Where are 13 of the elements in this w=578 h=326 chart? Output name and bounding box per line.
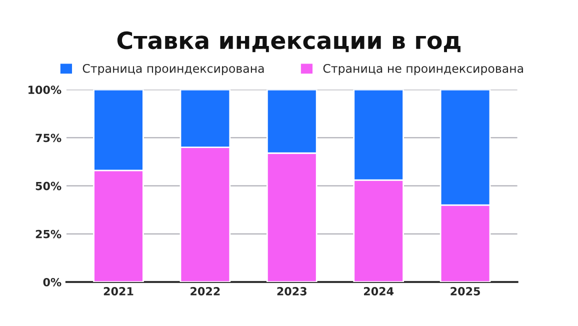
- legend-label: Страница проиндексирована: [82, 64, 264, 76]
- x-tick-label: 2025: [450, 287, 480, 296]
- x-tick-label: 2024: [364, 287, 394, 296]
- y-tick-label: 100%: [28, 86, 62, 94]
- x-tick-label: 2023: [277, 287, 306, 296]
- x-tick-label: 2022: [190, 287, 220, 296]
- y-tick-label: 25%: [36, 230, 62, 238]
- y-tick-label: 0%: [43, 278, 62, 286]
- legend-label: Страница не проиндексирована: [323, 64, 523, 76]
- chart-title: Ставка индексации в год: [117, 31, 460, 52]
- y-tick-label: 75%: [36, 134, 62, 142]
- x-tick-label: 2021: [104, 287, 134, 296]
- y-tick-label: 50%: [36, 182, 62, 190]
